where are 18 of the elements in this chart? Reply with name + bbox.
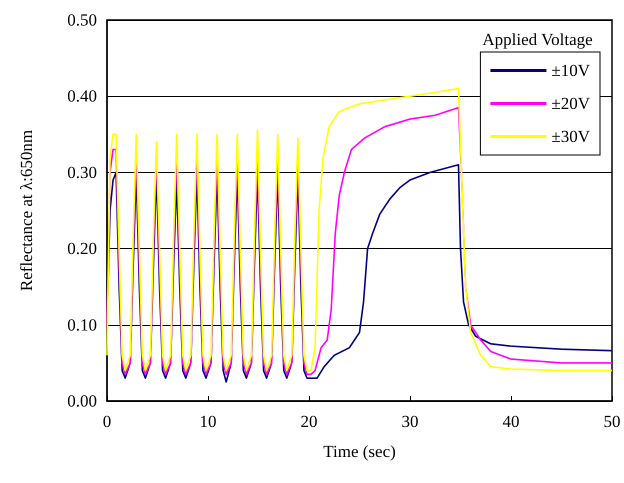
- y-tick-label: 0.20: [67, 239, 97, 258]
- y-tick-label: 0.10: [67, 315, 97, 334]
- legend-label: ±20V: [551, 94, 591, 113]
- y-tick-label: 0.00: [67, 392, 97, 410]
- x-tick-label: 10: [200, 412, 216, 431]
- x-tick-label: 20: [300, 412, 318, 431]
- x-axis-title: Time (sec): [323, 442, 396, 461]
- x-tick-label: 50: [604, 412, 620, 431]
- y-tick-label: 0.40: [67, 86, 97, 106]
- legend-label: ±10V: [551, 61, 591, 80]
- x-tick-label: 40: [502, 412, 520, 431]
- x-tick-label: 0: [102, 412, 112, 431]
- x-tick-label: 30: [402, 412, 418, 431]
- y-tick-label: 0.50: [67, 10, 97, 30]
- y-axis-title: Reflectance at λ:650nm: [17, 130, 36, 292]
- legend-title: Applied Voltage: [482, 30, 593, 49]
- legend-label: ±30V: [551, 127, 591, 146]
- y-tick-label: 0.30: [67, 162, 97, 182]
